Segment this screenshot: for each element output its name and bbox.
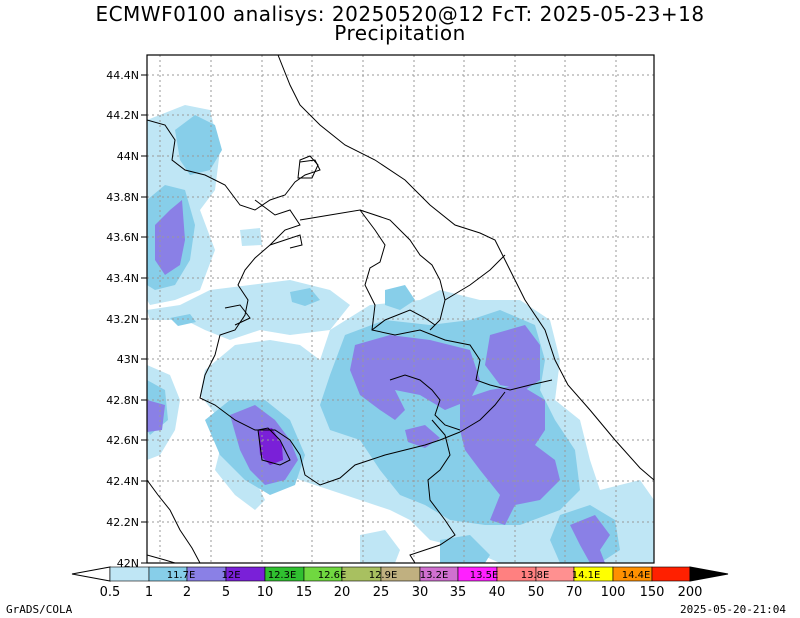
- colorbar-tick: 40: [489, 585, 506, 600]
- colorbar-tick: 25: [373, 585, 390, 600]
- map-title: ECMWF0100 analisys: 20250520@12 FcT: 202…: [95, 2, 705, 26]
- colorbar-arrow-right: [689, 566, 729, 582]
- lat-label: 43.6N: [106, 231, 139, 244]
- lat-label: 43.4N: [106, 272, 139, 285]
- lon-label: 13.8E: [521, 570, 550, 581]
- lat-label: 42.6N: [106, 434, 139, 447]
- colorbar-tick: 50: [528, 585, 545, 600]
- colorbar-tick: 100: [601, 585, 626, 600]
- lon-label: 13.2E: [420, 570, 449, 581]
- colorbar-tick: 0.5: [100, 585, 121, 600]
- lon-label: 11.7E: [167, 570, 196, 581]
- footer-timestamp: 2025-05-20-21:04: [680, 603, 786, 616]
- coastline-borders: [147, 55, 654, 563]
- lon-label: 14.4E: [622, 570, 651, 581]
- lat-label: 44N: [117, 150, 139, 163]
- colorbar-tick: 10: [257, 585, 274, 600]
- footer-credit: GrADS/COLA: [6, 603, 73, 616]
- lat-label: 43.8N: [106, 191, 139, 204]
- colorbar-tick: 15: [296, 585, 313, 600]
- colorbar-tick: 35: [450, 585, 467, 600]
- lon-label: 12.3E: [268, 570, 297, 581]
- lon-label: 13.5E: [470, 570, 499, 581]
- lat-label: 43.2N: [106, 313, 139, 326]
- lat-label: 43N: [117, 353, 139, 366]
- colorbar-tick: 200: [678, 585, 703, 600]
- lat-label: 42.2N: [106, 516, 139, 529]
- lon-label: 14.1E: [572, 570, 601, 581]
- colorbar-arrow-left: [71, 566, 111, 582]
- lon-label: 12.6E: [318, 570, 347, 581]
- colorbar-tick: 20: [334, 585, 351, 600]
- lat-label: 44.4N: [106, 69, 139, 82]
- colorbar: 11.7E 12E 12.3E 12.6E 12.9E 13.2E 13.5E …: [71, 566, 729, 600]
- colorbar-tick: 1: [145, 585, 153, 600]
- colorbar-tick: 70: [566, 585, 583, 600]
- colorbar-tick: 30: [412, 585, 429, 600]
- colorbar-tick: 5: [222, 585, 230, 600]
- map-subtitle: Precipitation: [334, 21, 466, 45]
- colorbar-tick: 150: [640, 585, 665, 600]
- lat-label: 42.8N: [106, 394, 139, 407]
- lat-label: 44.2N: [106, 109, 139, 122]
- lat-label: 42.4N: [106, 475, 139, 488]
- colorbar-tick: 2: [183, 585, 191, 600]
- lon-label: 12E: [221, 570, 240, 581]
- lon-label: 12.9E: [369, 570, 398, 581]
- plot-frame: [146, 54, 655, 564]
